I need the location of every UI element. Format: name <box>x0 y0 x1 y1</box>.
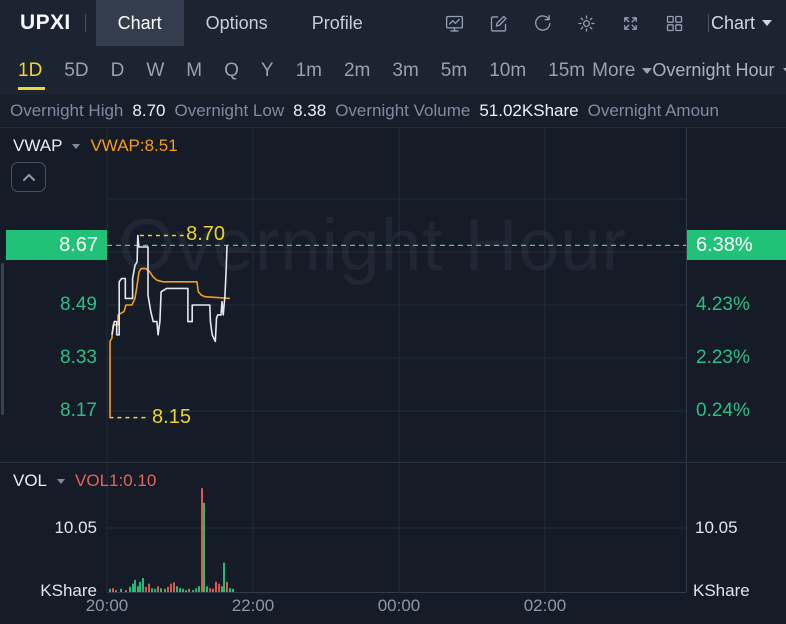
stat-label: Overnight High <box>10 101 124 120</box>
price-axis-label: 8.33 <box>60 347 97 368</box>
vol-scale-right: 10.05 <box>695 518 738 537</box>
chart-view-label: Chart <box>710 12 755 33</box>
gridlines <box>0 128 786 593</box>
vol-indicator-row[interactable]: VOL VOL1:0.10 <box>13 471 156 491</box>
tab-profile[interactable]: Profile <box>311 12 363 33</box>
time-axis-label: 00:00 <box>377 596 421 615</box>
fullscreen-icon[interactable] <box>620 13 641 34</box>
timeframe-15m[interactable]: 15m <box>548 59 586 81</box>
chart-screen-icon[interactable] <box>444 13 465 34</box>
session-dropdown[interactable]: Overnight Hour <box>652 60 786 81</box>
timeframe-d[interactable]: D <box>110 59 125 81</box>
timeframe-10m[interactable]: 10m <box>489 59 527 81</box>
vol-indicator-label: VOL <box>13 471 48 490</box>
percent-axis-label: 4.23% <box>696 294 750 315</box>
timeframe-w[interactable]: W <box>146 59 165 81</box>
more-label: More <box>592 59 636 81</box>
layout-grid-icon[interactable] <box>664 13 685 34</box>
chevron-down-icon <box>762 20 772 26</box>
timeframe-1m[interactable]: 1m <box>295 59 322 81</box>
divider <box>84 14 86 32</box>
vwap-indicator-label: VWAP <box>13 136 63 155</box>
vol-unit-left: KShare <box>40 581 97 600</box>
stat-label: Overnight Volume <box>335 101 471 120</box>
vwap-value: VWAP:8.51 <box>90 136 178 155</box>
low-price-label: 8.15 <box>152 405 191 428</box>
timeframe-bar: 1D 5D D W M Q Y 1m 2m 3m 5m 10m 15m More Overnight H… <box>0 46 786 95</box>
chevron-down-icon <box>783 67 786 74</box>
draw-icon[interactable] <box>488 13 509 34</box>
timeframe-2m[interactable]: 2m <box>343 59 371 81</box>
stat-value: 51.02KShare <box>479 101 579 120</box>
stat-label: Overnight Amoun <box>587 101 719 120</box>
timeframe-5d[interactable]: 5D <box>64 59 89 81</box>
price-axis-label: 8.49 <box>60 294 97 315</box>
settings-icon[interactable] <box>576 13 597 34</box>
timeframe-q[interactable]: Q <box>224 59 239 81</box>
stat-value: 8.38 <box>293 101 327 120</box>
chevron-down-icon[interactable] <box>72 143 81 149</box>
chevron-up-icon <box>22 173 35 181</box>
vwap-line <box>109 267 230 418</box>
vol-unit-right: KShare <box>693 581 750 600</box>
time-axis-label: 02:00 <box>523 596 567 615</box>
chevron-down-icon <box>642 67 653 74</box>
overnight-stats-row: Overnight High 8.70 Overnight Low 8.38 Overn… <box>0 95 786 128</box>
tab-chart[interactable]: Chart <box>95 0 184 46</box>
vol-value: VOL1:0.10 <box>75 471 157 490</box>
divider <box>707 14 709 32</box>
high-price-label: 8.70 <box>186 223 226 246</box>
timeframe-y[interactable]: Y <box>260 59 274 81</box>
current-price-badge: 8.67 <box>6 230 107 261</box>
price-line <box>111 234 228 343</box>
vwap-indicator-row[interactable]: VWAP VWAP:8.51 <box>13 136 178 156</box>
session-label: Overnight Hour <box>652 60 775 80</box>
vol-scale-left: 10.05 <box>54 518 97 537</box>
collapse-pane-button[interactable] <box>11 162 46 192</box>
refresh-icon[interactable] <box>532 13 553 34</box>
timeframe-m[interactable]: M <box>186 59 203 81</box>
more-timeframes-button[interactable]: More <box>592 59 653 82</box>
timeframe-5m[interactable]: 5m <box>440 59 468 81</box>
price-axis-label: 8.17 <box>60 400 97 421</box>
stat-value: 8.70 <box>132 101 166 120</box>
chart-view-dropdown[interactable]: Chart <box>711 13 772 34</box>
chevron-down-icon[interactable] <box>57 478 66 484</box>
time-axis-label: 22:00 <box>231 596 275 615</box>
current-change-badge: 6.38% <box>687 230 786 261</box>
stat-label: Overnight Low <box>174 101 285 120</box>
top-bar: UPXI Chart Options Profile <box>0 0 786 46</box>
time-axis-label: 20:00 <box>85 596 129 615</box>
percent-axis-label: 2.23% <box>696 347 750 368</box>
left-scrollbar[interactable] <box>1 263 4 415</box>
timeframe-1d[interactable]: 1D <box>18 46 53 95</box>
high-low-markers <box>109 234 184 419</box>
percent-axis-label: 0.24% <box>696 400 750 421</box>
tab-options[interactable]: Options <box>205 12 268 33</box>
timeframe-3m[interactable]: 3m <box>392 59 419 81</box>
volume-bars <box>109 488 234 592</box>
ticker-symbol: UPXI <box>20 11 71 34</box>
